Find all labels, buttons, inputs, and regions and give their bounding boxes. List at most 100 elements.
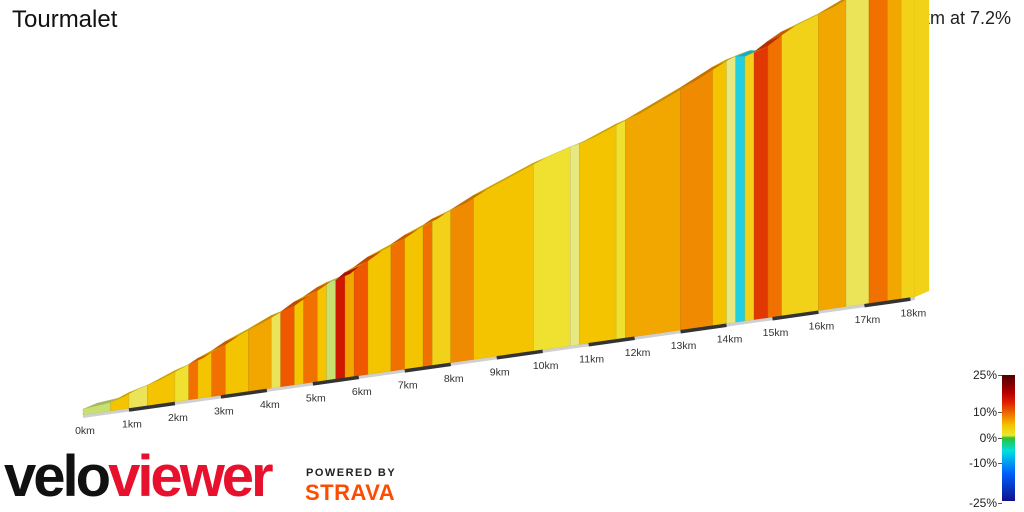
profile-segment-top — [579, 117, 631, 144]
x-tick-label: 12km — [625, 347, 651, 359]
legend-tick — [998, 438, 1002, 439]
gradient-legend-bar — [1002, 375, 1015, 501]
profile-segment — [579, 123, 617, 345]
legend-label: -10% — [968, 456, 997, 470]
profile-segment-top — [680, 60, 727, 88]
profile-segment — [317, 281, 327, 382]
profile-segment — [625, 87, 681, 339]
profile-segment-top — [188, 352, 212, 365]
profile-segment-top — [110, 386, 143, 403]
profile-segment-top — [174, 358, 203, 371]
profile-segment-top — [83, 396, 125, 409]
x-tick-label: 6km — [352, 386, 372, 398]
x-tick-label: 5km — [306, 392, 326, 404]
logo-part-velo: velo — [4, 444, 111, 509]
legend-label: 0% — [979, 431, 997, 445]
profile-segment — [450, 194, 474, 364]
profile-segment — [422, 218, 433, 367]
profile-segment-top — [225, 322, 263, 342]
veloviewer-logo: veloviewer — [4, 444, 274, 509]
axis-km-band — [772, 310, 819, 321]
profile-segment-top — [404, 219, 438, 235]
profile-segment — [781, 13, 819, 317]
profile-segment — [712, 59, 727, 326]
profile-segment — [271, 311, 281, 389]
profile-segment — [367, 244, 392, 375]
strava-logo: STRAVA — [305, 480, 396, 505]
profile-segment-top — [354, 250, 382, 267]
profile-segment — [188, 357, 199, 401]
profile-segment — [753, 40, 769, 321]
axis-km-band — [404, 362, 451, 373]
profile-segment-top — [197, 344, 226, 359]
profile-segment — [845, 0, 870, 308]
powered-by-label: POWERED BY — [306, 467, 397, 479]
axis-km-band — [312, 375, 360, 386]
axis-km-band — [496, 349, 543, 360]
profile-segment — [735, 56, 746, 323]
x-tick-label: 0km — [75, 425, 95, 437]
profile-segment-top — [211, 335, 240, 351]
chart-title: Tourmalet — [12, 6, 118, 33]
x-tick-label: 16km — [809, 321, 835, 333]
profile-segment-top — [818, 0, 846, 14]
legend-label: -25% — [968, 496, 997, 510]
legend-label: 10% — [972, 405, 997, 419]
profile-segments — [82, 0, 916, 416]
profile-segment — [294, 296, 304, 386]
profile-segment — [887, 0, 902, 302]
profile-segment-top — [616, 113, 640, 124]
profile-segment-top — [335, 266, 360, 280]
profile-segment-top — [248, 309, 286, 329]
profile-segment — [726, 56, 736, 324]
profile-segment — [570, 143, 580, 347]
x-tick-label: 18km — [901, 308, 927, 320]
axis-km-band — [588, 336, 635, 347]
profile-segment — [303, 286, 318, 384]
legend-tick — [998, 412, 1002, 413]
profile-segment-top — [744, 45, 769, 57]
profile-segment — [432, 209, 451, 366]
profile-segment — [473, 162, 534, 360]
profile-segment — [354, 256, 369, 377]
profile-segment-top — [781, 7, 833, 32]
profile-segment — [225, 328, 249, 396]
profile-segment — [868, 0, 888, 304]
profile-segment-top — [473, 156, 548, 196]
axis-km-band — [864, 297, 911, 308]
profile-segment-top — [754, 35, 782, 52]
profile-top-surface — [83, 0, 929, 409]
legend-tick — [998, 503, 1002, 504]
profile-segment — [147, 370, 176, 407]
profile-end-cap — [915, 0, 929, 297]
profile-segment-top — [726, 50, 750, 60]
profile-segment — [767, 31, 782, 319]
logo-part-viewer: viewer — [108, 444, 274, 509]
profile-segment-top — [625, 81, 695, 120]
profile-segment-top — [423, 212, 447, 226]
profile-segment-top — [735, 50, 759, 57]
profile-segment — [901, 0, 916, 300]
x-tick-label: 4km — [260, 399, 280, 411]
profile-segment-top — [294, 290, 318, 302]
x-tick-label: 3km — [214, 405, 234, 417]
axis-km-band — [680, 323, 727, 334]
profile-segment — [616, 119, 626, 340]
profile-segment-top — [450, 189, 488, 210]
x-tick-label: 7km — [398, 379, 418, 391]
profile-segment — [326, 279, 337, 381]
x-tick-label: 11km — [579, 353, 604, 365]
profile-segment-top — [767, 25, 796, 42]
profile-segment-top — [345, 260, 369, 273]
profile-segment — [390, 234, 405, 372]
profile-segment — [744, 51, 755, 322]
x-tick-label: 9km — [490, 366, 510, 378]
profile-segment-top — [367, 238, 405, 257]
axis-km-band — [220, 388, 268, 399]
x-tick-label: 8km — [444, 373, 464, 385]
profile-segment — [335, 271, 346, 380]
profile-segment-top — [280, 295, 309, 312]
x-tick-label: 2km — [168, 412, 188, 424]
distance-axis: 0km 1km 2km 3km 4km 5km 6km 7km 8km 9km 10km 11km 12… — [75, 297, 926, 437]
